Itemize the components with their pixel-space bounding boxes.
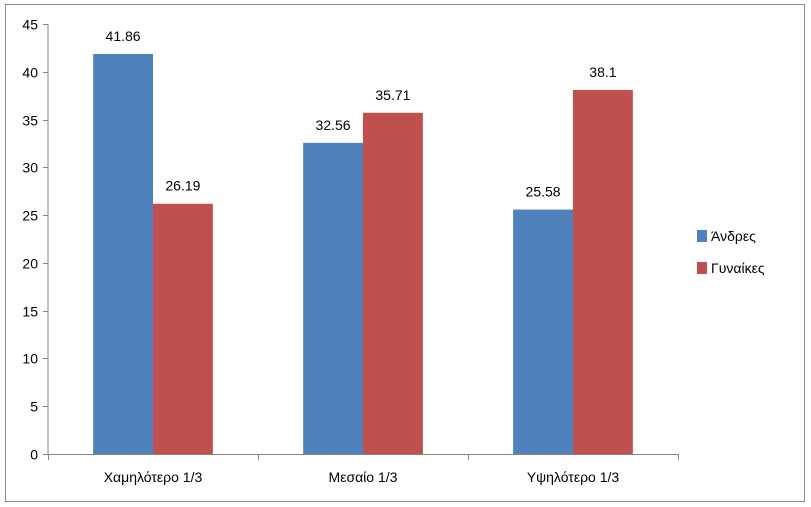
y-tick-label: 40 xyxy=(22,65,38,81)
bar-γυναίκες-1 xyxy=(153,203,213,454)
data-label: 32.56 xyxy=(316,117,351,133)
y-tick-label: 25 xyxy=(22,208,38,224)
bar-γυναίκες-2 xyxy=(363,112,423,454)
data-label: 38.1 xyxy=(589,64,616,80)
y-tick-label: 10 xyxy=(22,351,38,367)
y-tick-label: 35 xyxy=(22,113,38,129)
bar-άνδρες-2 xyxy=(303,142,363,455)
y-tick-label: 45 xyxy=(22,17,38,33)
x-category-label: Υψηλότερο 1/3 xyxy=(527,469,620,485)
data-label: 35.71 xyxy=(375,87,410,103)
legend-swatch-άνδρες xyxy=(697,230,707,242)
x-category-label: Χαμηλότερο 1/3 xyxy=(104,469,203,485)
y-tick-label: 20 xyxy=(22,256,38,272)
legend-label: Άνδρες xyxy=(711,228,756,244)
legend-label: Γυναίκες xyxy=(711,260,765,276)
data-labels: 41.86 26.19 32.56 35.71 25.58 38.1 xyxy=(106,28,617,200)
bar-άνδρες-1 xyxy=(93,54,153,454)
y-tick-label: 15 xyxy=(22,304,38,320)
data-label: 41.86 xyxy=(106,28,141,44)
data-label: 25.58 xyxy=(526,184,561,200)
bar-γυναίκες-3 xyxy=(573,89,633,454)
y-tick-label: 5 xyxy=(30,399,38,415)
data-label: 26.19 xyxy=(165,178,200,194)
legend-swatch-γυναίκες xyxy=(697,262,707,274)
legend: Άνδρες Γυναίκες xyxy=(697,228,765,276)
y-tick-label: 30 xyxy=(22,160,38,176)
axes: 0 5 10 15 20 25 30 35 40 45 Χαμηλότερο 1/3 Μεσαίο 1… xyxy=(22,17,679,485)
y-tick-label: 0 xyxy=(30,447,38,463)
bars xyxy=(93,54,633,455)
x-category-label: Μεσαίο 1/3 xyxy=(329,469,398,485)
bar-άνδρες-3 xyxy=(513,209,573,454)
